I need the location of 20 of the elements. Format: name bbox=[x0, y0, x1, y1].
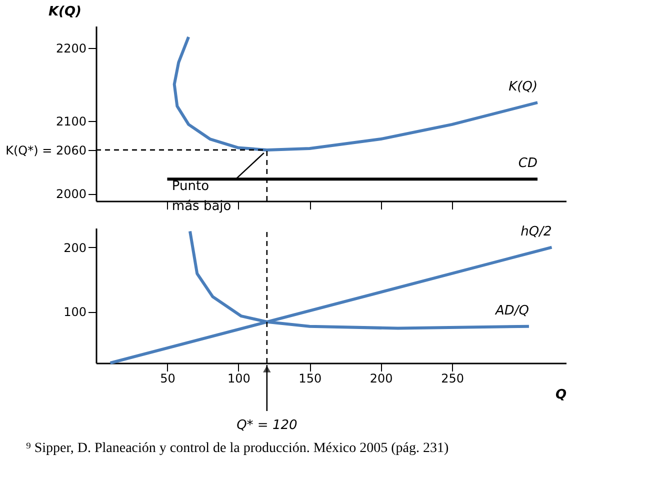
series-label: CD bbox=[518, 156, 538, 172]
ref-line-label: Q* = 120 bbox=[236, 418, 298, 433]
y-tick-label: K(Q*) = 2060 bbox=[6, 143, 86, 158]
x-axis-title: Q bbox=[555, 388, 566, 402]
y-tick-label: 200 bbox=[64, 240, 86, 255]
x-tick-label: 150 bbox=[298, 372, 322, 386]
x-tick-label: 200 bbox=[370, 372, 393, 386]
x-tick-label: 250 bbox=[441, 372, 464, 386]
series-label: AD/Q bbox=[494, 303, 529, 318]
series-label: hQ/2 bbox=[520, 224, 552, 240]
series-label: K(Q) bbox=[508, 80, 538, 95]
y-tick-label: 2100 bbox=[56, 114, 86, 128]
x-tick-label: 50 bbox=[160, 372, 176, 386]
y-tick-label: 100 bbox=[64, 305, 86, 320]
x-tick-label: 100 bbox=[227, 372, 250, 386]
y-axis-title: K(Q) bbox=[48, 4, 82, 20]
y-tick-label: 2200 bbox=[56, 41, 86, 56]
y-tick-label: 2000 bbox=[56, 187, 86, 202]
text: ⁹ Sipper, D. Planeación y control de la producción. México 2005 (pág. 231) bbox=[26, 441, 449, 456]
annotation: Punto más bajo bbox=[172, 178, 232, 214]
